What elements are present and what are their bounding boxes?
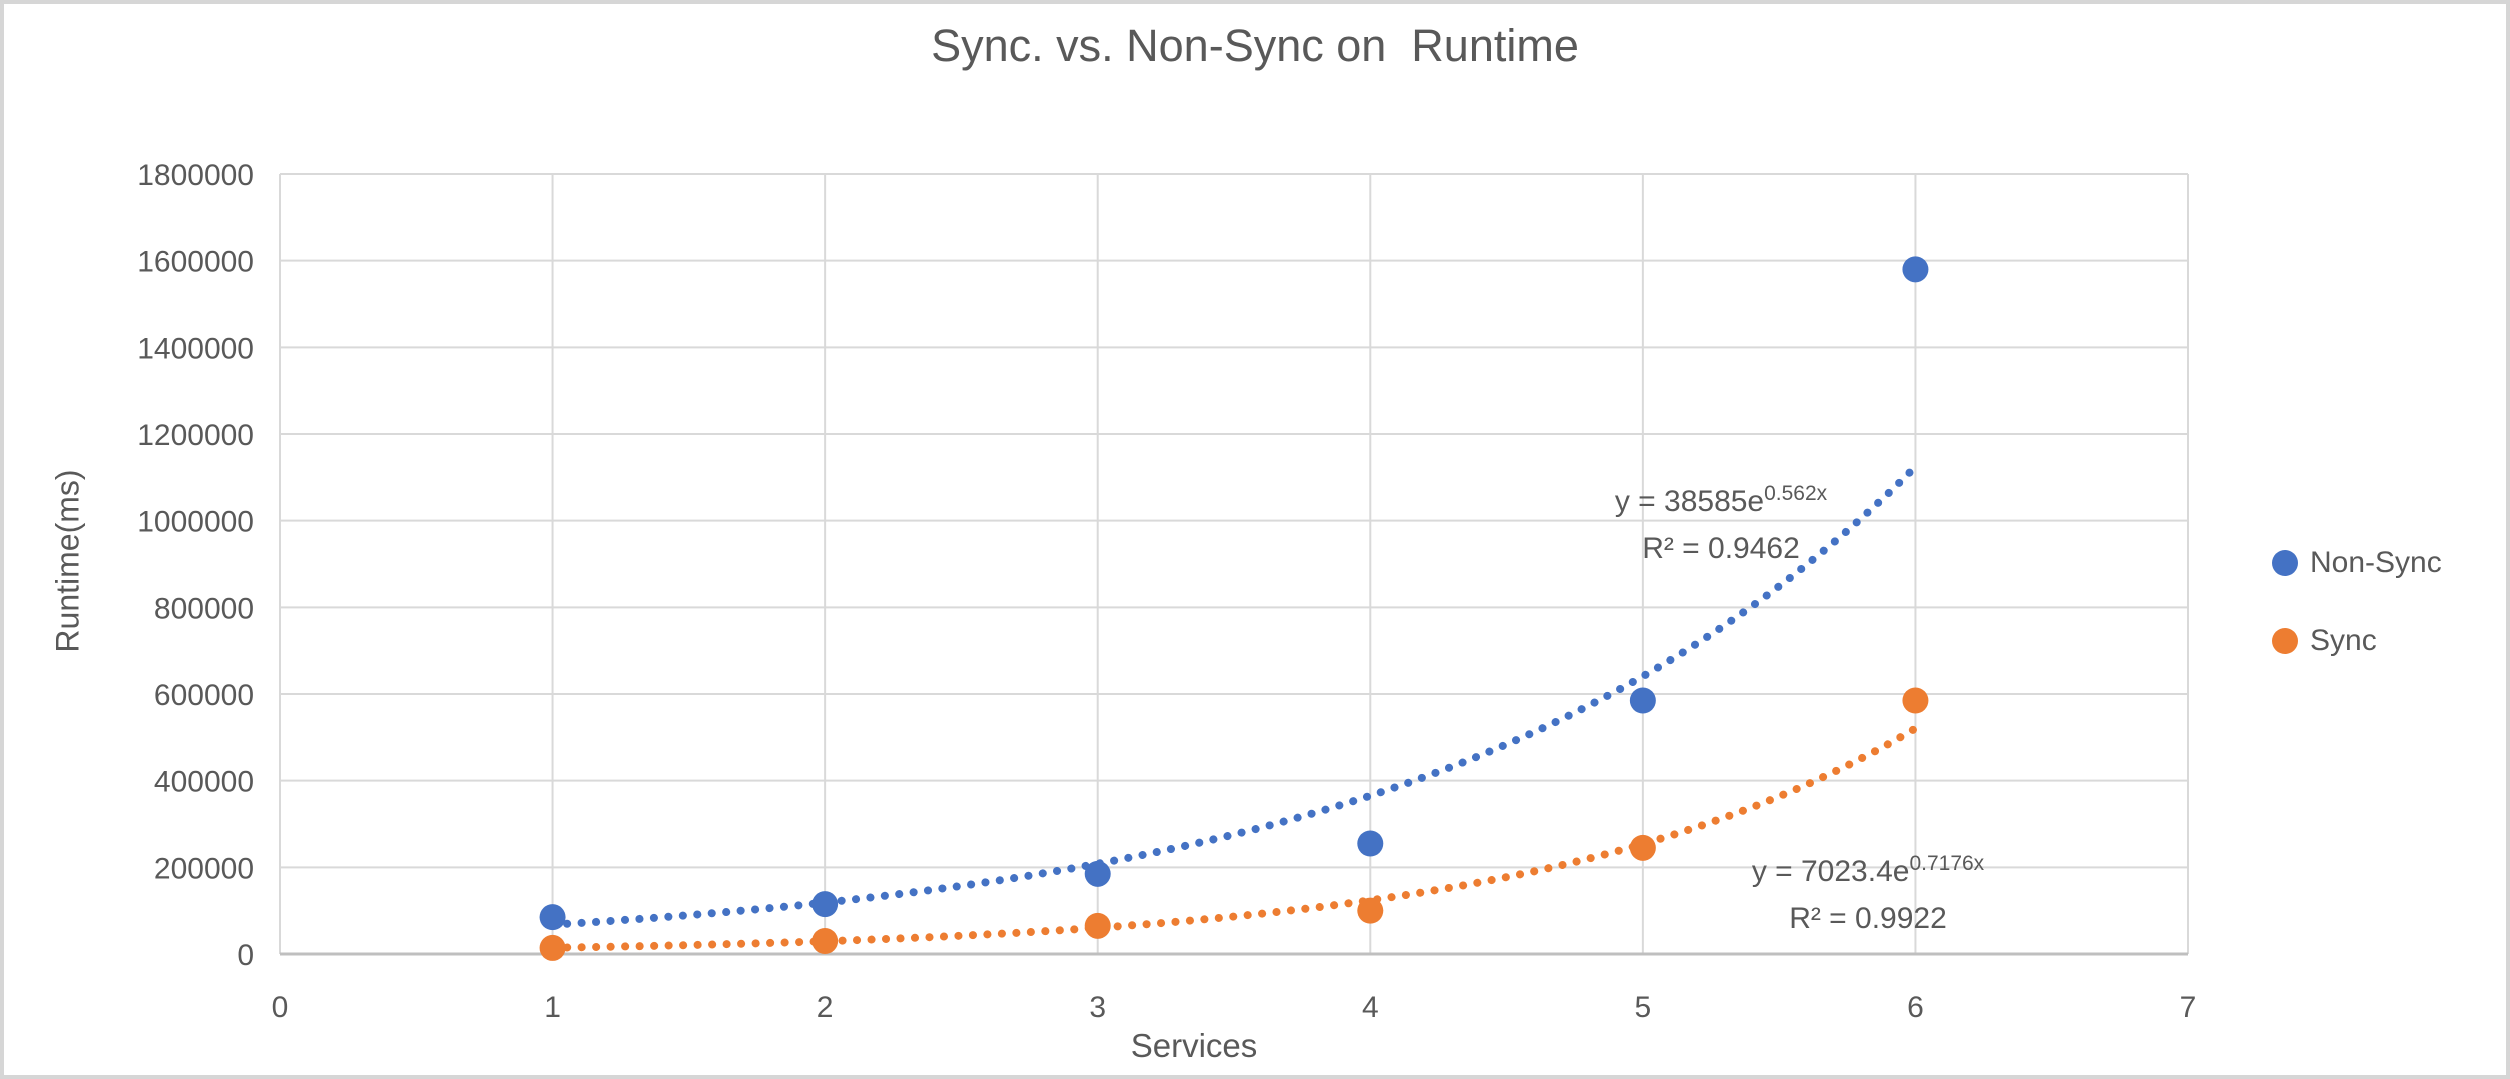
data-point-non-sync xyxy=(1357,830,1384,857)
x-tick-label: 4 xyxy=(1362,991,1379,1024)
legend-label-nonsync: Non-Sync xyxy=(2310,546,2442,579)
trendline-equation-nonsync: y = 38585e0.562x R² = 0.9462 xyxy=(1615,470,1827,572)
x-tick-label: 1 xyxy=(544,991,561,1024)
trendline-formula-base-nonsync: y = 38585e xyxy=(1614,485,1765,518)
data-point-non-sync xyxy=(1084,860,1111,887)
trendline-r2-nonsync: R² = 0.9462 xyxy=(1642,532,1800,565)
data-point-sync xyxy=(539,934,566,961)
legend: Non-Sync Sync xyxy=(2272,546,2442,658)
data-point-non-sync xyxy=(1629,687,1656,714)
y-tick-label: 1200000 xyxy=(137,419,254,452)
data-point-sync xyxy=(1357,897,1384,924)
plot-area: 0 200000 400000 600000 800000 1000000 1200000 1… xyxy=(137,159,2197,1024)
x-tick-label: 0 xyxy=(272,991,289,1024)
y-tick-label: 1400000 xyxy=(137,332,254,365)
data-point-sync xyxy=(812,928,839,954)
data-point-non-sync xyxy=(812,891,839,918)
y-tick-label: 1600000 xyxy=(137,246,254,279)
x-axis-title: Services xyxy=(1130,1027,1258,1064)
legend-marker-sync-icon xyxy=(2272,628,2298,654)
trendline-equation-sync: y = 7023.4e0.7176x R² = 0.9922 xyxy=(1752,840,1984,942)
data-point-non-sync xyxy=(1902,256,1929,283)
legend-label-sync: Sync xyxy=(2310,624,2377,657)
x-tick-label: 6 xyxy=(1907,991,1924,1024)
y-tick-label: 1800000 xyxy=(137,159,254,192)
y-tick-label: 600000 xyxy=(154,679,254,712)
legend-item-sync: Sync xyxy=(2272,624,2442,658)
trendline-formula-exponent-nonsync: 0.562x xyxy=(1764,482,1828,505)
trendline-formula-exponent-sync: 0.7176x xyxy=(1909,852,1985,875)
data-point-sync xyxy=(1629,834,1656,861)
legend-item-nonsync: Non-Sync xyxy=(2272,546,2442,580)
x-tick-label: 5 xyxy=(1635,991,1652,1024)
trendline-r2-sync: R² = 0.9922 xyxy=(1789,902,1947,935)
y-tick-label: 0 xyxy=(237,939,254,972)
y-tick-label: 200000 xyxy=(154,852,254,885)
y-tick-label: 800000 xyxy=(154,592,254,625)
x-tick-label: 2 xyxy=(817,991,834,1024)
trendline-formula-sync: y = 7023.4e0.7176x xyxy=(1752,840,1984,895)
data-point-sync xyxy=(1084,912,1111,939)
y-tick-label: 1000000 xyxy=(137,506,254,539)
data-point-sync xyxy=(1902,687,1929,714)
x-tick-label: 7 xyxy=(2180,991,2197,1024)
chart-title: Sync. vs. Non-Sync on Runtime xyxy=(931,20,1579,71)
trendline-formula-base-sync: y = 7023.4e xyxy=(1751,855,1910,888)
trendline-sync xyxy=(548,724,1920,952)
x-tick-label: 3 xyxy=(1089,991,1106,1024)
data-point-non-sync xyxy=(539,904,566,931)
legend-marker-nonsync-icon xyxy=(2272,550,2298,576)
trendline-formula-nonsync: y = 38585e0.562x xyxy=(1615,470,1827,525)
y-tick-label: 400000 xyxy=(154,766,254,799)
